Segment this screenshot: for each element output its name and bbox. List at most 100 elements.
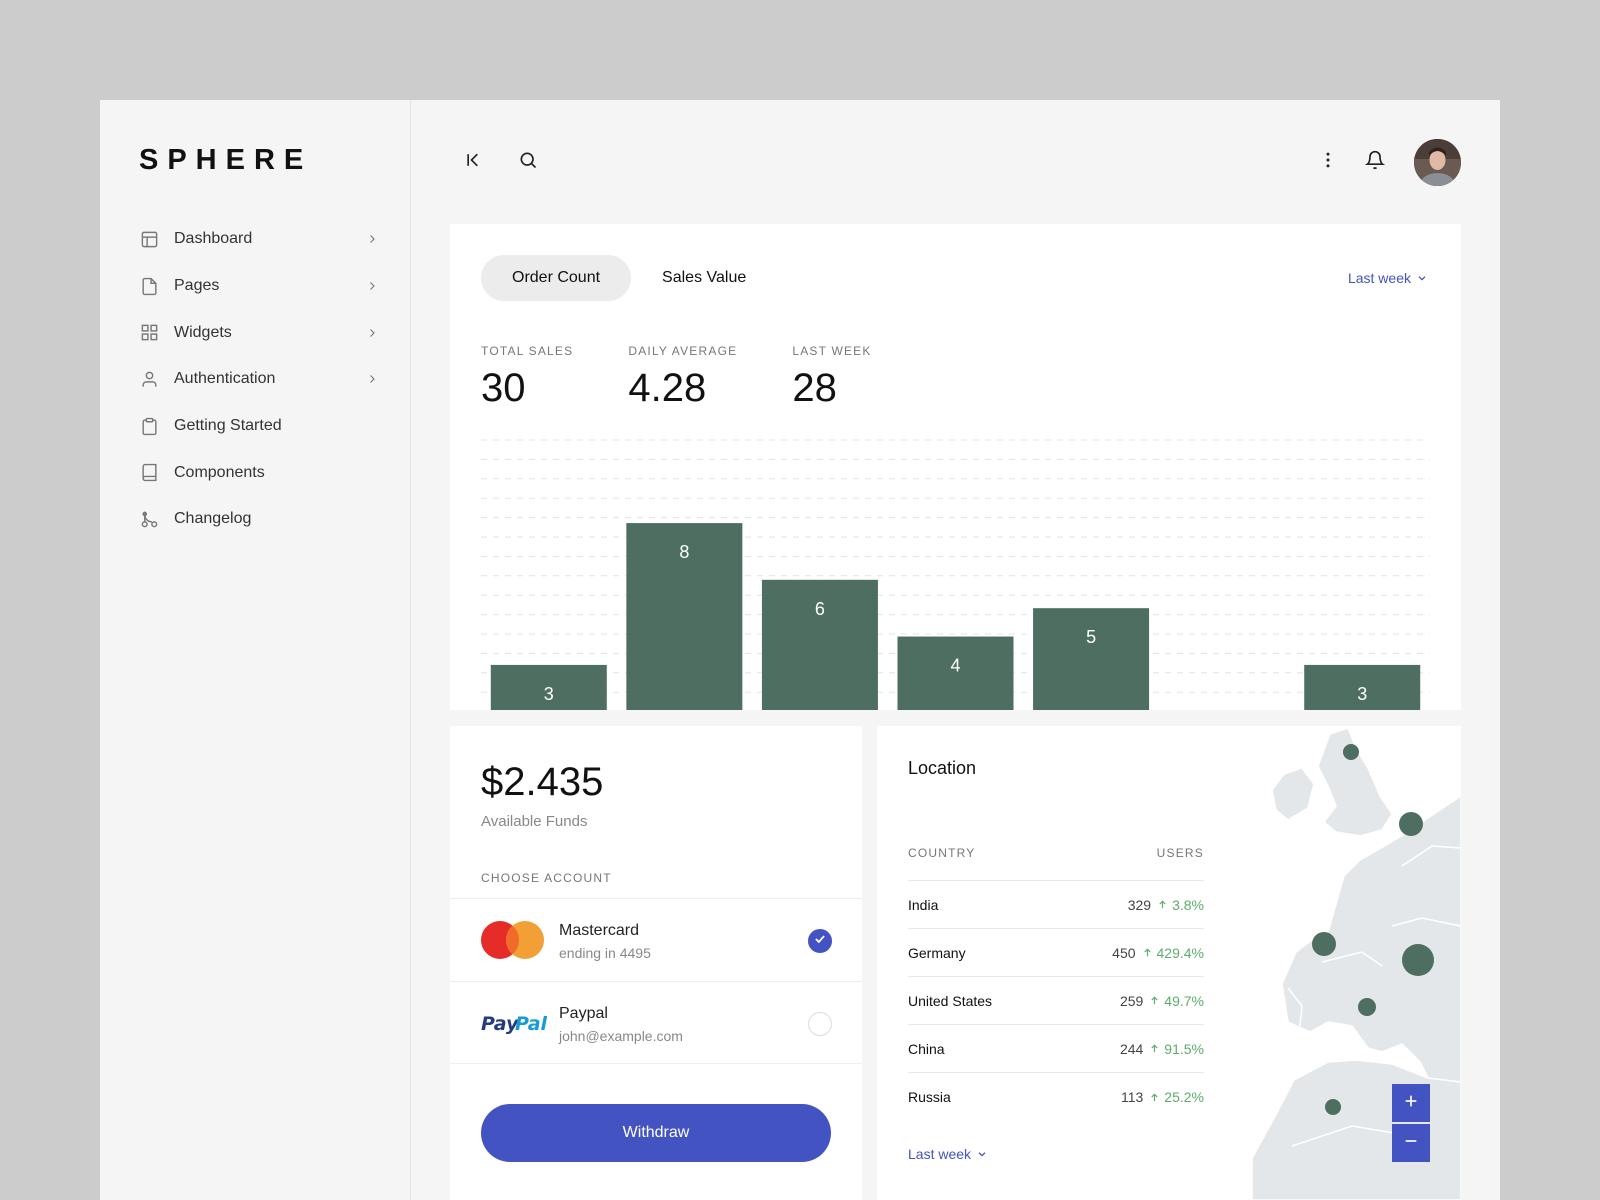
chart-bar-wed[interactable] [761,579,878,710]
search-icon [518,150,538,175]
arrow-up-icon [1151,1092,1158,1101]
sidebar-item-authentication[interactable]: Authentication [139,356,379,403]
change-indicator: 49.7% [1149,993,1204,1009]
account-detail: ending in 4495 [559,945,651,961]
change-indicator: 91.5% [1149,1041,1204,1057]
app-logo[interactable]: SPHERE [139,144,313,176]
sidebar-item-widgets[interactable]: Widgets [139,309,379,356]
chart-data-label: 3 [544,684,554,704]
zoom-out-button[interactable] [1392,1124,1430,1162]
sidebar-item-getting-started[interactable]: Getting Started [139,403,379,450]
chevron-down-icon [977,1146,987,1162]
table-row: Germany 450 429.4% [908,929,1204,977]
user-count: 329 [1127,896,1152,913]
notifications-button[interactable] [1363,150,1387,174]
change-indicator: 25.2% [1149,1089,1204,1105]
clipboard-icon [139,416,159,436]
table-row: Russia 113 25.2% [908,1073,1204,1121]
stat-value: 28 [792,366,837,410]
stat-total-sales: TOTAL SALES 30 [481,344,573,411]
country-name: China [908,1040,945,1057]
sidebar-item-label: Dashboard [174,230,253,248]
check-icon [813,932,827,951]
minus-icon [1403,1133,1419,1154]
available-funds-amount: $2.435 [481,760,604,804]
account-option-mastercard[interactable]: Mastercard ending in 4495 [450,898,862,981]
change-value: 429.4% [1156,944,1204,961]
sales-stats: TOTAL SALES 30 DAILY AVERAGE 4.28 LAST W… [481,344,927,411]
chart-bar-fri[interactable] [1033,608,1150,710]
country-name: Russia [908,1089,951,1105]
table-row: United States 259 49.7% [908,977,1204,1025]
chart-bar-sun[interactable] [1304,664,1421,710]
sidebar-item-pages[interactable]: Pages [139,263,379,310]
chart-bar-tue[interactable] [626,523,743,710]
more-options-button[interactable] [1316,150,1340,174]
country-name: Germany [908,944,966,961]
layout-icon [139,229,159,249]
location-title: Location [908,758,977,778]
sidebar-item-label: Widgets [174,323,232,341]
stat-value: 4.28 [628,366,707,410]
collapse-sidebar-button[interactable] [462,150,486,174]
change-value: 3.8% [1172,896,1204,913]
change-value: 25.2% [1164,1089,1204,1105]
arrow-up-icon [1159,900,1166,909]
arrow-up-icon [1151,996,1158,1005]
withdraw-button[interactable]: Withdraw [481,1104,831,1162]
sidebar-item-dashboard[interactable]: Dashboard [139,216,379,263]
change-value: 49.7% [1164,992,1204,1009]
user-icon [139,369,159,389]
account-option-paypal[interactable]: Pay Pal Paypal john@example.com [450,981,862,1064]
chart-bar-mon[interactable] [490,664,607,710]
column-header-users: USERS [1156,846,1204,860]
avatar[interactable] [1414,139,1461,186]
stat-daily-average: DAILY AVERAGE 4.28 [628,344,737,411]
plus-icon [1403,1093,1419,1114]
sidebar-item-changelog[interactable]: Changelog [139,496,379,543]
funds-card: $2.435 Available Funds CHOOSE ACCOUNT Ma… [450,726,862,1200]
account-radio-unselected[interactable] [808,1012,832,1036]
search-button[interactable] [516,150,540,174]
user-count: 450 [1112,944,1136,961]
sidebar-item-label: Components [174,463,265,481]
stat-label: DAILY AVERAGE [628,344,738,358]
paypal-logo: Pay Pal [481,1013,547,1035]
chart-data-label: 4 [950,656,960,676]
period-label: Last week [1347,270,1411,286]
chevron-right-icon [365,372,379,386]
arrow-up-icon [1143,948,1151,957]
file-icon [139,276,159,296]
chart-tabs: Order Count Sales Value [481,255,777,301]
period-dropdown[interactable]: Last week [1348,270,1427,286]
paypal-logo-pal: Pal [515,1013,547,1035]
user-count: 259 [1119,992,1144,1009]
chart-data-label: 8 [679,542,689,562]
sidebar-item-label: Changelog [174,510,252,528]
sidebar-item-label: Getting Started [174,417,282,435]
zoom-in-button[interactable] [1392,1084,1430,1122]
tab-sales-value[interactable]: Sales Value [662,269,747,286]
account-radio-selected[interactable] [808,929,832,953]
sidebar-item-components[interactable]: Components [139,449,379,496]
map-mainland-europe [1281,795,1461,1107]
chart-bar-thu[interactable] [897,636,1014,710]
order-count-bar-chart: 3Mon8Tue6Wed4Thu5Fri1Sat3Sun [481,439,1430,710]
account-detail: john@example.com [559,1028,683,1044]
stat-label: LAST WEEK [792,344,872,358]
account-name: Paypal [559,1005,608,1022]
map-marker [1358,998,1376,1016]
mastercard-logo [481,921,544,959]
country-name: India [908,896,939,913]
map-ireland [1271,767,1315,821]
sidebar-item-label: Authentication [174,370,276,388]
map-marker [1325,1099,1341,1115]
location-period-dropdown[interactable]: Last week [908,1146,987,1162]
sidebar: SPHERE Dashboard Pages Widgets [100,100,411,1200]
map-marker [1399,812,1423,836]
available-funds-label: Available Funds [481,813,588,830]
country-name: United States [908,992,993,1009]
table-row: India 329 3.8% [908,881,1204,929]
tab-order-count[interactable]: Order Count [481,255,632,301]
period-label: Last week [908,1146,972,1162]
